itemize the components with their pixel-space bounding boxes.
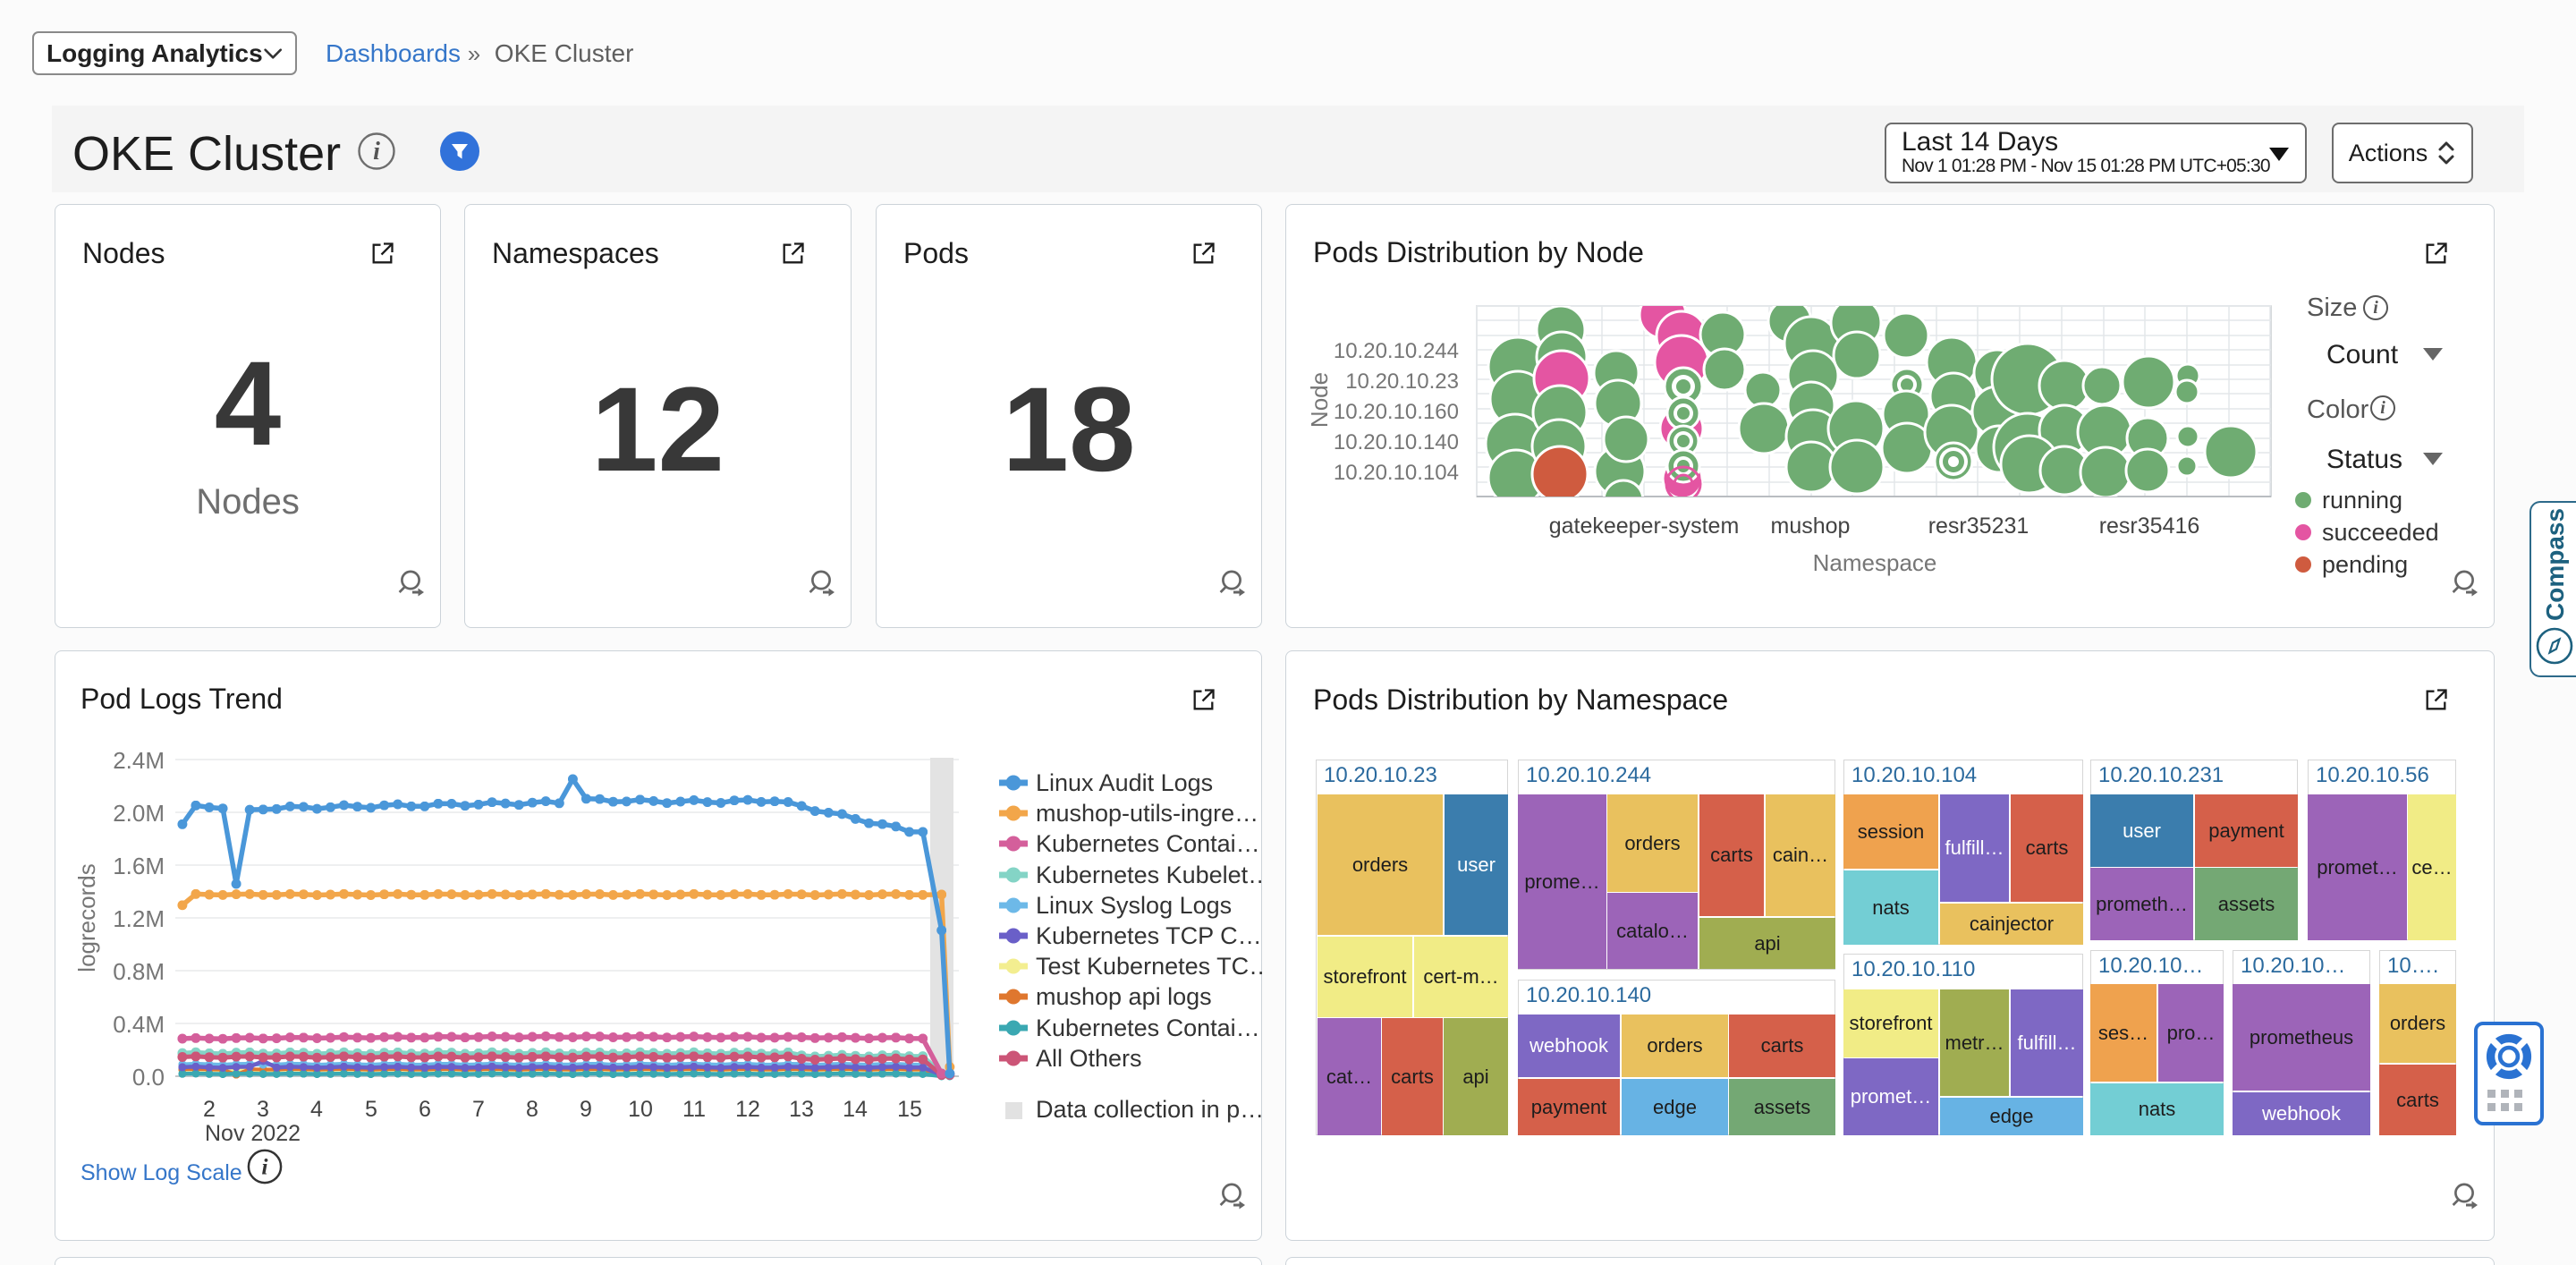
- svg-text:8: 8: [526, 1097, 538, 1122]
- svg-text:Status: Status: [2326, 445, 2402, 474]
- svg-text:0.0: 0.0: [132, 1064, 165, 1091]
- svg-text:resr35231: resr35231: [1928, 514, 2029, 539]
- svg-text:Pod Logs Trend: Pod Logs Trend: [80, 683, 283, 715]
- svg-text:10.20.10.23: 10.20.10.23: [1345, 369, 1459, 394]
- svg-text:mushop api logs: mushop api logs: [1036, 983, 1212, 1010]
- svg-text:Data collection in p…: Data collection in p…: [1036, 1096, 1263, 1123]
- svg-text:1.6M: 1.6M: [113, 853, 165, 879]
- svg-text:10: 10: [628, 1097, 653, 1122]
- svg-text:Linux Audit Logs: Linux Audit Logs: [1036, 769, 1213, 796]
- svg-text:10.20.10.104: 10.20.10.104: [1334, 461, 1459, 485]
- svg-text:2.4M: 2.4M: [113, 747, 165, 774]
- svg-text:Kubernetes TCP C…: Kubernetes TCP C…: [1036, 922, 1262, 949]
- svg-text:2.0M: 2.0M: [113, 800, 165, 827]
- svg-text:mushop-utils-ingre…: mushop-utils-ingre…: [1036, 800, 1258, 827]
- svg-text:Size: Size: [2307, 293, 2357, 322]
- svg-text:2: 2: [203, 1097, 216, 1122]
- svg-text:pending: pending: [2322, 551, 2408, 578]
- svg-text:9: 9: [580, 1097, 592, 1122]
- svg-text:Kubernetes Kubelet…: Kubernetes Kubelet…: [1036, 862, 1263, 888]
- svg-text:12: 12: [735, 1097, 760, 1122]
- svg-text:i: i: [373, 138, 380, 166]
- svg-text:10.20.10.140: 10.20.10.140: [1334, 430, 1459, 454]
- svg-text:logrecords: logrecords: [73, 863, 100, 972]
- svg-text:Namespace: Namespace: [1813, 549, 1937, 576]
- svg-text:i: i: [261, 1154, 268, 1180]
- svg-text:Test Kubernetes TC…: Test Kubernetes TC…: [1036, 953, 1263, 980]
- svg-text:1.2M: 1.2M: [113, 905, 165, 932]
- svg-text:13: 13: [789, 1097, 814, 1122]
- svg-text:Linux Syslog Logs: Linux Syslog Logs: [1036, 892, 1232, 919]
- svg-text:gatekeeper-system: gatekeeper-system: [1549, 514, 1740, 539]
- svg-text:mushop: mushop: [1771, 514, 1851, 539]
- svg-text:i: i: [2373, 298, 2378, 318]
- svg-text:4: 4: [310, 1097, 323, 1122]
- svg-text:resr35416: resr35416: [2099, 514, 2200, 539]
- svg-text:14: 14: [843, 1097, 868, 1122]
- svg-text:Count: Count: [2326, 340, 2399, 369]
- svg-text:Kubernetes Contai…: Kubernetes Contai…: [1036, 830, 1260, 857]
- svg-text:succeeded: succeeded: [2322, 519, 2439, 546]
- svg-text:6: 6: [419, 1097, 431, 1122]
- svg-text:10.20.10.160: 10.20.10.160: [1334, 400, 1459, 424]
- svg-text:7: 7: [472, 1097, 485, 1122]
- svg-text:Nov 2022: Nov 2022: [205, 1121, 301, 1146]
- svg-text:5: 5: [365, 1097, 377, 1122]
- svg-text:0.4M: 0.4M: [113, 1011, 165, 1038]
- svg-text:Kubernetes Contai…: Kubernetes Contai…: [1036, 1015, 1260, 1041]
- svg-text:Node: Node: [1306, 372, 1333, 428]
- svg-text:11: 11: [682, 1097, 706, 1122]
- svg-text:10.20.10.244: 10.20.10.244: [1334, 339, 1459, 363]
- svg-text:15: 15: [897, 1097, 922, 1122]
- svg-text:running: running: [2322, 487, 2402, 514]
- svg-text:0.8M: 0.8M: [113, 958, 165, 985]
- svg-text:Pods Distribution by Node: Pods Distribution by Node: [1313, 236, 1644, 268]
- svg-text:All Others: All Others: [1036, 1045, 1142, 1072]
- svg-text:3: 3: [257, 1097, 269, 1122]
- svg-text:i: i: [2380, 398, 2385, 418]
- svg-text:Color: Color: [2307, 395, 2369, 424]
